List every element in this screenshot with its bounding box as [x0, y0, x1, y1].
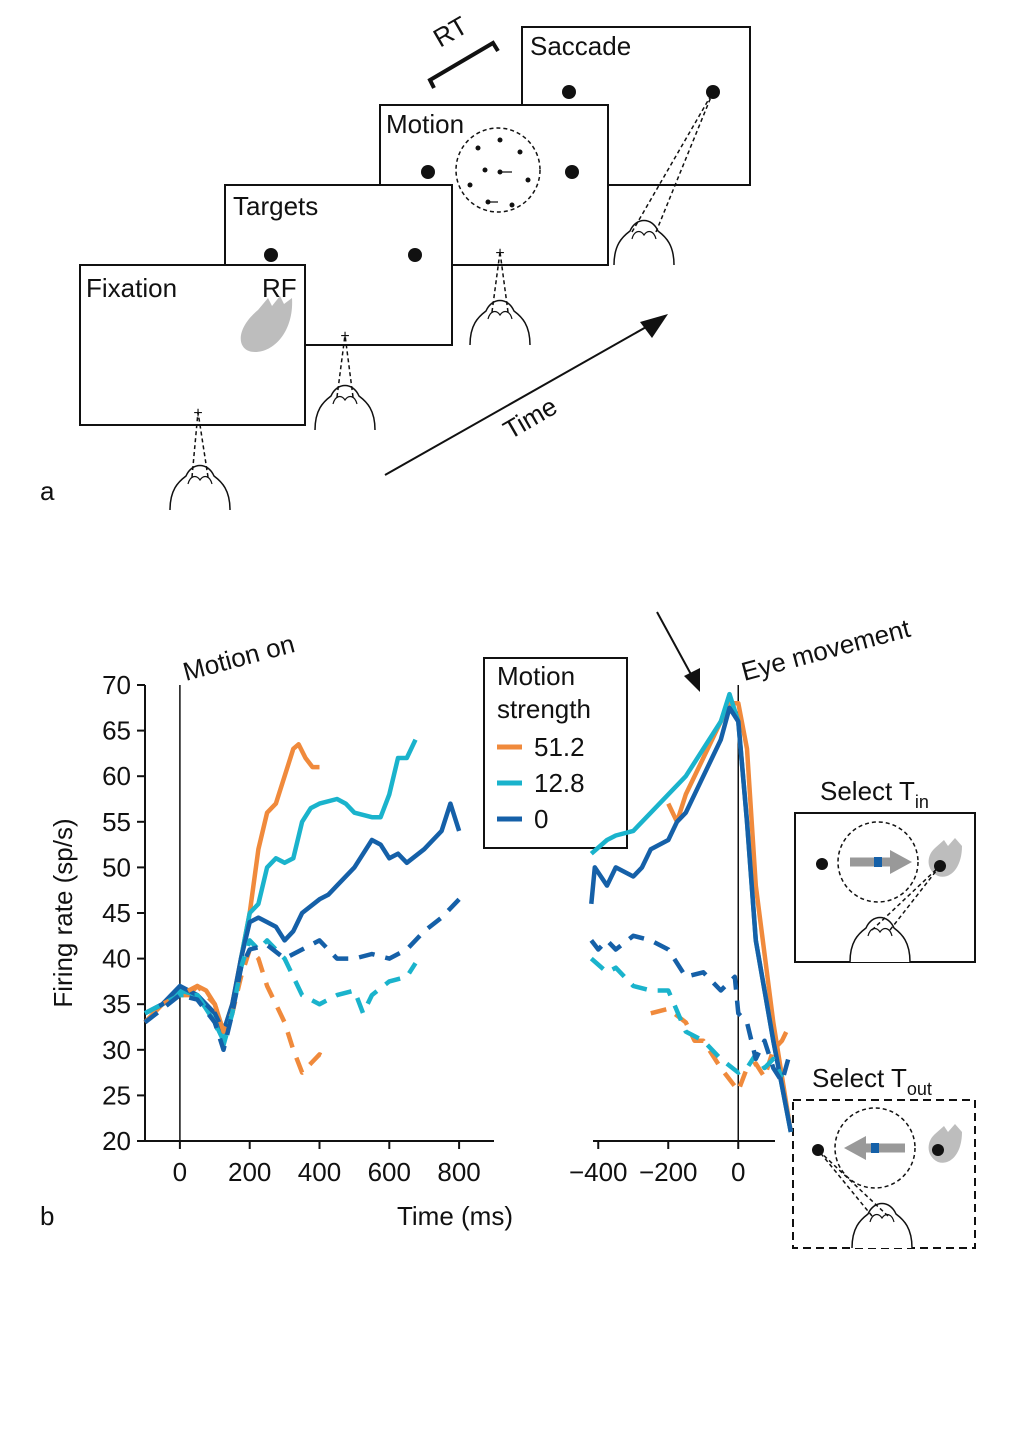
y-tick-label: 50: [102, 852, 131, 882]
choice-arrow-head: [890, 850, 912, 874]
series-line: [143, 742, 320, 1034]
series-line: [589, 933, 793, 1084]
series-line: [589, 956, 785, 1079]
sight-lines: [631, 91, 714, 233]
sight-lines: [817, 1149, 889, 1217]
x-tick-label: 800: [437, 1157, 480, 1187]
target-dot: [264, 248, 278, 262]
receptive-field: [240, 296, 293, 352]
head: [169, 464, 231, 511]
series-line: [666, 700, 794, 1133]
frame-label: Fixation: [86, 273, 177, 303]
annotation-arrow-head: [684, 668, 700, 692]
x-tick-label: 0: [173, 1157, 187, 1187]
fixation-cross: +: [340, 328, 349, 345]
x-tick-label: −200: [639, 1157, 698, 1187]
legend-label: 12.8: [534, 768, 585, 798]
target-dot: [421, 165, 435, 179]
series-line: [143, 897, 461, 1053]
head: [469, 299, 531, 346]
legend-frame: [483, 657, 628, 849]
target-dot: [932, 1144, 944, 1156]
series-line: [650, 1006, 793, 1094]
rf-label: RF: [262, 273, 297, 303]
y-axis-label: Firing rate (sp/s): [48, 818, 78, 1007]
aperture: [837, 821, 919, 903]
inset-title: Select Tout: [812, 1063, 932, 1099]
sight-lines: [336, 334, 354, 398]
inset-title-text: Select T: [812, 1063, 907, 1093]
x-tick-label: 0: [731, 1157, 745, 1187]
series-line: [143, 947, 330, 1075]
target-dot: [408, 248, 422, 262]
y-tick-label: 55: [102, 807, 131, 837]
arrow-head: [640, 314, 668, 338]
y-tick-label: 35: [102, 989, 131, 1019]
y-tick-label: 20: [102, 1126, 131, 1156]
x-tick-label: 200: [228, 1157, 271, 1187]
sight-lines: [491, 251, 509, 313]
head: [613, 219, 675, 266]
legend-label: 0: [534, 804, 548, 834]
y-tick-label: 45: [102, 898, 131, 928]
sight-lines: [871, 865, 941, 931]
aperture: [834, 1107, 916, 1189]
annotation-arrow: [656, 611, 694, 679]
inset-title-text: Select T: [820, 776, 915, 806]
y-tick-label: 60: [102, 761, 131, 791]
target-dot: [565, 165, 579, 179]
x-tick-label: −400: [569, 1157, 628, 1187]
event-label: Eye movement: [738, 613, 914, 687]
rt-bracket: [427, 40, 500, 89]
inset-tin: Select Tin: [794, 776, 976, 963]
inset-subscript: out: [907, 1079, 932, 1099]
legend-title: strength: [497, 694, 591, 724]
frame-label: Motion: [386, 109, 464, 139]
fixation-point: [874, 857, 882, 867]
x-axis-label: Time (ms): [397, 1201, 513, 1231]
legend-label: 51.2: [534, 732, 585, 762]
aperture: [455, 127, 541, 213]
rt-label: RT: [428, 10, 473, 53]
panel-label: b: [40, 1201, 54, 1231]
y-tick-label: 25: [102, 1080, 131, 1110]
y-tick-label: 70: [102, 670, 131, 700]
inset-tout: Select Tout: [792, 1063, 976, 1249]
legend-title: Motion: [497, 661, 575, 691]
sight-lines: [191, 411, 209, 478]
event-label: Motion on: [180, 628, 298, 687]
time-label: Time: [498, 391, 562, 445]
target-dot: [816, 858, 828, 870]
panel-a: Saccade + Motion + Targets + Fixation RF…: [40, 10, 751, 511]
fixation-cross: +: [495, 245, 504, 262]
y-tick-label: 65: [102, 716, 131, 746]
series-line: [589, 705, 794, 1133]
panel-label: a: [40, 476, 55, 506]
frame-label: Saccade: [530, 31, 631, 61]
fixation-cross: +: [193, 405, 202, 422]
y-tick-label: 40: [102, 944, 131, 974]
inset-subscript: in: [915, 792, 929, 812]
target-dot: [562, 85, 576, 99]
time-arrow: [384, 321, 656, 476]
motion-dots: [467, 137, 531, 208]
frame-label: Targets: [233, 191, 318, 221]
fixation-point: [871, 1143, 879, 1153]
x-tick-label: 400: [298, 1157, 341, 1187]
head: [314, 384, 376, 431]
x-tick-label: 600: [368, 1157, 411, 1187]
y-tick-label: 30: [102, 1035, 131, 1065]
choice-arrow-head: [844, 1136, 866, 1160]
inset-title: Select Tin: [820, 776, 929, 812]
